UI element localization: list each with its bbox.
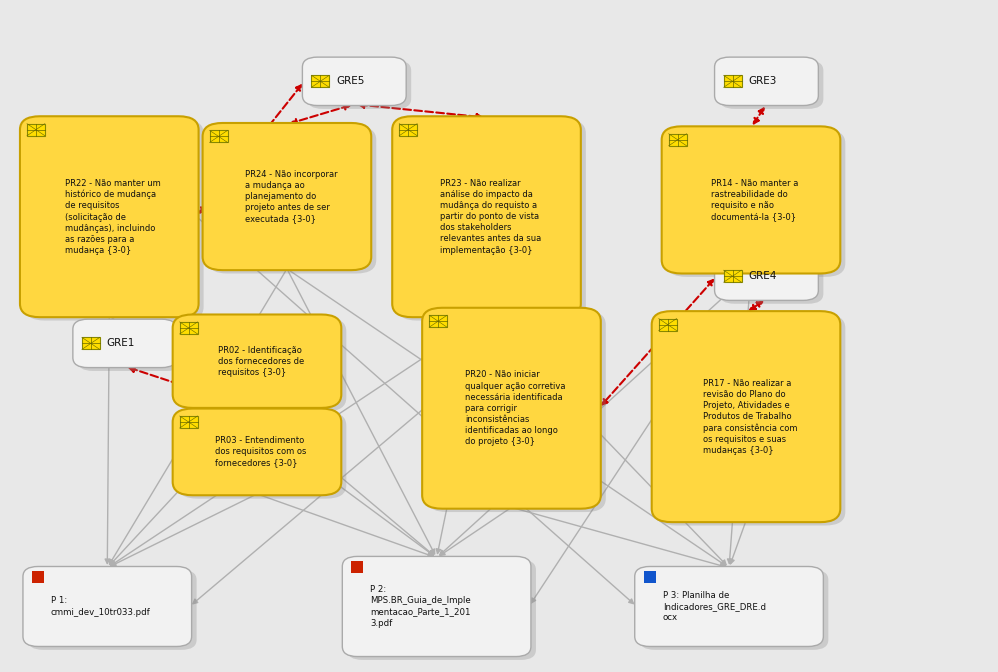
FancyBboxPatch shape: [210, 130, 228, 142]
FancyBboxPatch shape: [724, 75, 742, 87]
FancyBboxPatch shape: [173, 314, 341, 408]
Text: P 1:
cmmi_dev_10tr033.pdf: P 1: cmmi_dev_10tr033.pdf: [51, 597, 151, 616]
FancyBboxPatch shape: [669, 134, 687, 146]
FancyBboxPatch shape: [180, 416, 198, 428]
FancyBboxPatch shape: [20, 116, 199, 317]
FancyBboxPatch shape: [635, 566, 823, 646]
FancyBboxPatch shape: [302, 57, 406, 106]
FancyBboxPatch shape: [392, 116, 581, 317]
Text: GRE3: GRE3: [748, 77, 776, 86]
FancyBboxPatch shape: [82, 337, 100, 349]
Text: P 2:
MPS.BR_Guia_de_Imple
mentacao_Parte_1_201
3.pdf: P 2: MPS.BR_Guia_de_Imple mentacao_Parte…: [370, 585, 471, 628]
FancyBboxPatch shape: [73, 319, 177, 368]
FancyBboxPatch shape: [342, 556, 531, 657]
FancyBboxPatch shape: [23, 566, 192, 646]
FancyBboxPatch shape: [640, 570, 828, 650]
FancyBboxPatch shape: [715, 252, 818, 300]
Text: PR24 - Não incorporar
a mudança ao
planejamento do
projeto antes de ser
executad: PR24 - Não incorporar a mudança ao plane…: [245, 170, 337, 223]
Text: PR14 - Não manter a
rastreabilidade do
requisito e não
documentá-la {3-0}: PR14 - Não manter a rastreabilidade do r…: [712, 179, 798, 221]
FancyBboxPatch shape: [178, 412, 346, 499]
FancyBboxPatch shape: [644, 571, 656, 583]
Text: PR02 - Identificação
dos fornecedores de
requisitos {3-0}: PR02 - Identificação dos fornecedores de…: [218, 345, 304, 377]
FancyBboxPatch shape: [180, 322, 198, 334]
FancyBboxPatch shape: [659, 319, 677, 331]
Text: PR17 - Não realizar a
revisão do Plano do
Projeto, Atividades e
Produtos de Trab: PR17 - Não realizar a revisão do Plano d…: [703, 378, 797, 455]
Text: GRE4: GRE4: [748, 271, 776, 281]
FancyBboxPatch shape: [720, 60, 823, 109]
FancyBboxPatch shape: [715, 57, 818, 106]
FancyBboxPatch shape: [427, 311, 606, 512]
FancyBboxPatch shape: [25, 120, 204, 321]
FancyBboxPatch shape: [351, 561, 363, 573]
FancyBboxPatch shape: [32, 571, 44, 583]
FancyBboxPatch shape: [657, 314, 845, 526]
Text: GRE1: GRE1: [107, 339, 135, 348]
FancyBboxPatch shape: [347, 560, 536, 660]
FancyBboxPatch shape: [173, 409, 341, 495]
FancyBboxPatch shape: [311, 75, 329, 87]
FancyBboxPatch shape: [662, 126, 840, 274]
FancyBboxPatch shape: [397, 120, 586, 321]
FancyBboxPatch shape: [652, 311, 840, 522]
FancyBboxPatch shape: [720, 255, 823, 304]
FancyBboxPatch shape: [429, 315, 447, 327]
FancyBboxPatch shape: [399, 124, 417, 136]
FancyBboxPatch shape: [307, 60, 411, 109]
FancyBboxPatch shape: [724, 270, 742, 282]
Text: GRE5: GRE5: [336, 77, 364, 86]
FancyBboxPatch shape: [28, 570, 197, 650]
FancyBboxPatch shape: [208, 126, 376, 274]
Text: P 3: Planilha de
Indicadores_GRE_DRE.d
ocx: P 3: Planilha de Indicadores_GRE_DRE.d o…: [663, 591, 765, 622]
FancyBboxPatch shape: [78, 323, 182, 371]
FancyBboxPatch shape: [178, 318, 346, 411]
Text: PR03 - Entendimento
dos requisitos com os
fornecedores {3-0}: PR03 - Entendimento dos requisitos com o…: [216, 436, 306, 468]
FancyBboxPatch shape: [203, 123, 371, 270]
Text: PR23 - Não realizar
análise do impacto da
mudânça do requisto a
partir do ponto : PR23 - Não realizar análise do impacto d…: [440, 179, 541, 255]
Text: PR22 - Não manter um
histórico de mudança
de requisitos
(solicitação de
mudânças: PR22 - Não manter um histórico de mudanç…: [66, 179, 161, 255]
FancyBboxPatch shape: [422, 308, 601, 509]
FancyBboxPatch shape: [667, 130, 845, 277]
Text: PR20 - Não iniciar
qualquer ação corretiva
necessária identificada
para corrigir: PR20 - Não iniciar qualquer ação correti…: [465, 370, 566, 446]
FancyBboxPatch shape: [27, 124, 45, 136]
